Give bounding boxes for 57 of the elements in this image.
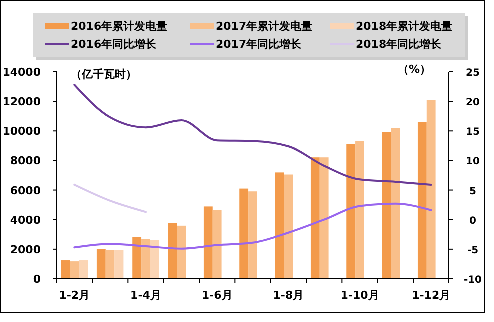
bar xyxy=(132,237,142,279)
x-tick-label: 1-8月 xyxy=(273,289,304,302)
y-tick-label: 14000 xyxy=(2,66,42,79)
bar xyxy=(150,240,160,279)
y-axis-title: （亿千瓦时） xyxy=(71,68,137,81)
y-tick-label: 0 xyxy=(33,273,42,286)
bar xyxy=(284,174,294,279)
y2-tick-label: -10 xyxy=(464,275,482,286)
y2-tick-label: 20 xyxy=(466,98,480,109)
y-tick-label: 2000 xyxy=(10,243,42,256)
bar xyxy=(114,250,124,279)
legend-label: 2016年累计发电量 xyxy=(71,20,168,33)
y-tick-label: 8000 xyxy=(10,154,42,168)
y2-tick-label: 0 xyxy=(470,216,477,227)
bar xyxy=(275,172,284,279)
legend-label: 2017年同比增长 xyxy=(216,38,303,51)
legend-label: 2017年累计发电量 xyxy=(216,20,313,33)
bar xyxy=(320,158,329,279)
bar xyxy=(382,132,392,279)
line-series xyxy=(74,84,432,186)
bar xyxy=(142,239,150,279)
bar xyxy=(204,206,213,279)
bar xyxy=(356,141,364,279)
y-tick-label: 12000 xyxy=(2,96,42,109)
y2-tick-label: 5 xyxy=(470,186,477,198)
legend-label: 2018年累计发电量 xyxy=(356,20,453,33)
bar xyxy=(168,223,178,279)
bar xyxy=(240,188,249,279)
bar xyxy=(106,250,115,279)
bar xyxy=(248,192,258,279)
x-tick-label: 1-6月 xyxy=(202,289,233,302)
y2-tick-label: -5 xyxy=(467,245,479,256)
bar xyxy=(346,144,356,279)
bar xyxy=(310,158,320,279)
bar xyxy=(79,260,88,279)
bar xyxy=(96,249,106,279)
legend-label: 2016年同比增长 xyxy=(71,38,158,51)
y2-tick-label: 10 xyxy=(466,156,480,168)
legend-label: 2018年同比增长 xyxy=(356,38,443,51)
y2-tick-label: 25 xyxy=(466,68,480,79)
bar xyxy=(70,262,80,279)
line-series xyxy=(74,202,432,250)
bar xyxy=(426,100,436,279)
x-tick-label: 1-10月 xyxy=(340,289,380,302)
y-tick-label: 6000 xyxy=(10,184,42,198)
x-tick-label: 1-2月 xyxy=(59,289,90,302)
bar xyxy=(391,128,400,279)
bar xyxy=(177,226,186,279)
bar xyxy=(61,260,70,279)
bar xyxy=(418,122,427,279)
y-tick-label: 4000 xyxy=(10,214,42,227)
bar xyxy=(212,210,222,279)
x-tick-label: 1-4月 xyxy=(130,289,162,302)
x-tick-label: 1-12月 xyxy=(412,289,451,302)
y-tick-label: 10000 xyxy=(2,125,42,138)
y2-tick-label: 15 xyxy=(466,127,480,138)
y2-axis-title: （%） xyxy=(398,63,431,76)
